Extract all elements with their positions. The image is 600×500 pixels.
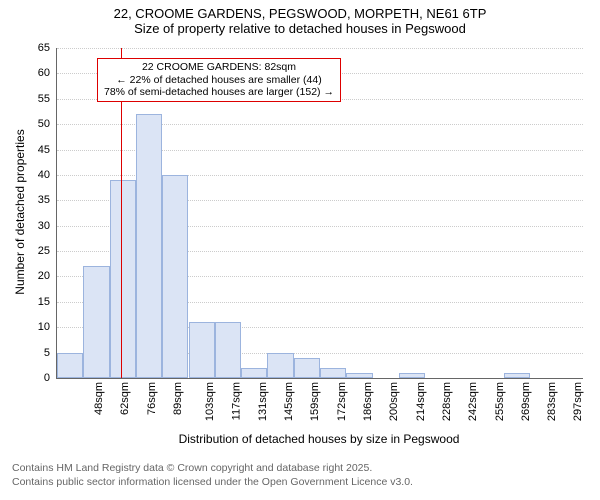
grid-line <box>57 48 583 49</box>
title-line-1: 22, CROOME GARDENS, PEGSWOOD, MORPETH, N… <box>0 6 600 21</box>
histogram-bar <box>136 114 162 378</box>
histogram-bar <box>241 368 267 378</box>
x-tick-label: 117sqm <box>230 382 242 420</box>
x-tick-label: 159sqm <box>310 382 322 421</box>
footer-line-2: Contains public sector information licen… <box>12 476 413 488</box>
x-tick-label: 214sqm <box>415 382 427 421</box>
y-tick-label: 10 <box>0 321 50 333</box>
x-tick-label: 131sqm <box>257 382 269 421</box>
y-tick-label: 0 <box>0 372 50 384</box>
annotation-line-2: ← 22% of detached houses are smaller (44… <box>104 74 334 87</box>
x-axis-label: Distribution of detached houses by size … <box>56 432 582 446</box>
x-tick-label: 269sqm <box>520 382 532 421</box>
x-tick-label: 297sqm <box>573 382 585 421</box>
x-tick-label: 145sqm <box>283 382 295 421</box>
x-tick-label: 62sqm <box>119 382 131 415</box>
histogram-bar <box>57 353 83 378</box>
y-tick-label: 60 <box>0 67 50 79</box>
histogram-bar <box>320 368 346 378</box>
x-tick-label: 48sqm <box>93 382 105 415</box>
y-tick-label: 65 <box>0 42 50 54</box>
x-tick-label: 89sqm <box>172 382 184 415</box>
x-tick-label: 103sqm <box>204 382 216 421</box>
x-tick-label: 283sqm <box>546 382 558 421</box>
histogram-bar <box>215 322 241 378</box>
annotation-line-3: 78% of semi-detached houses are larger (… <box>104 86 334 99</box>
histogram-bar <box>399 373 425 378</box>
x-tick-label: 242sqm <box>467 382 479 421</box>
title-block: 22, CROOME GARDENS, PEGSWOOD, MORPETH, N… <box>0 0 600 36</box>
y-tick-label: 5 <box>0 347 50 359</box>
x-tick-label: 255sqm <box>494 382 506 421</box>
histogram-bar <box>162 175 188 378</box>
x-tick-label: 228sqm <box>441 382 453 421</box>
footer-line-1: Contains HM Land Registry data © Crown c… <box>12 462 372 474</box>
x-tick-label: 76sqm <box>146 382 158 415</box>
histogram-bar <box>267 353 293 378</box>
histogram-bar <box>110 180 136 378</box>
annotation-box: 22 CROOME GARDENS: 82sqm ← 22% of detach… <box>97 58 341 102</box>
histogram-bar <box>294 358 320 378</box>
x-tick-label: 200sqm <box>388 382 400 421</box>
y-axis-label: Number of detached properties <box>13 122 27 302</box>
x-tick-label: 186sqm <box>362 382 374 421</box>
figure-container: 22, CROOME GARDENS, PEGSWOOD, MORPETH, N… <box>0 0 600 500</box>
y-tick-label: 55 <box>0 93 50 105</box>
histogram-plot: 22 CROOME GARDENS: 82sqm ← 22% of detach… <box>56 48 583 379</box>
annotation-line-1: 22 CROOME GARDENS: 82sqm <box>104 61 334 74</box>
title-line-2: Size of property relative to detached ho… <box>0 21 600 36</box>
histogram-bar <box>83 266 109 378</box>
histogram-bar <box>504 373 530 378</box>
x-tick-label: 172sqm <box>336 382 348 421</box>
histogram-bar <box>189 322 215 378</box>
histogram-bar <box>346 373 372 378</box>
